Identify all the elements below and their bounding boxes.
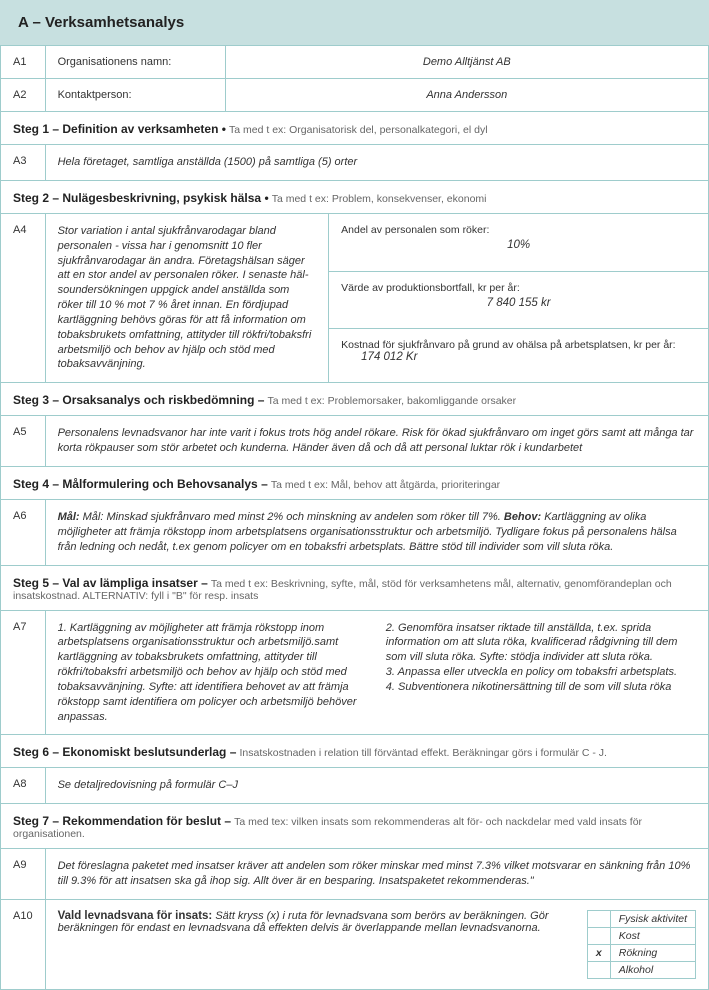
a7-col1: 1. Kartläggning av möjligheter att främj… [58, 621, 368, 725]
code-a4: A4 [1, 213, 46, 382]
step3-title: Steg 3 – Orsaksanalys och riskbedömning … [13, 393, 264, 407]
side1-label: Andel av personalen som röker: [341, 224, 696, 236]
code-a9: A9 [1, 849, 46, 900]
step1-header: Steg 1 – Definition av verksamheten • Ta… [1, 112, 709, 145]
chk-row-1: Fysisk aktivitet [587, 910, 695, 927]
form-table: A1 Organisationens namn: Demo Alltjänst … [0, 45, 709, 990]
step6-header: Steg 6 – Ekonomiskt beslutsunderlag – In… [1, 735, 709, 768]
text-a8: Se detaljredovisning på formulär C–J [45, 768, 708, 804]
text-a4: Stor variation i antal sjukfrånvarodagar… [45, 213, 329, 382]
row-a1: A1 Organisationens namn: Demo Alltjänst … [1, 46, 709, 79]
step2-header: Steg 2 – Nulägesbeskrivning, psykisk häl… [1, 180, 709, 213]
chk-row-2: Kost [587, 927, 695, 944]
a7-col2-a: 2. Genomföra insatser riktade till anstä… [386, 621, 696, 666]
value-a2: Anna Andersson [225, 79, 708, 112]
step5-title: Steg 5 – Val av lämpliga insatser – [13, 576, 208, 590]
code-a2: A2 [1, 79, 46, 112]
chk-box-4[interactable] [587, 961, 610, 978]
a10-lead: Vald levnadsvana för insats: [58, 910, 213, 922]
step1-title: Steg 1 – Definition av verksamheten • [13, 122, 226, 136]
a6-mal-label: Mål: [58, 511, 80, 523]
side1-value: 10% [341, 239, 696, 251]
value-a1: Demo Alltjänst AB [225, 46, 708, 79]
code-a1: A1 [1, 46, 46, 79]
side1-cell: Andel av personalen som röker: 10% [329, 213, 709, 271]
row-a7: A7 1. Kartläggning av möjligheter att fr… [1, 610, 709, 735]
step2-title: Steg 2 – Nulägesbeskrivning, psykisk häl… [13, 191, 269, 205]
row-a9: A9 Det föreslagna paketet med insatser k… [1, 849, 709, 900]
step5-header: Steg 5 – Val av lämpliga insatser – Ta m… [1, 565, 709, 610]
a6-mal-text: Mål: Minskad sjukfrånvaro med minst 2% o… [83, 511, 501, 523]
code-a8: A8 [1, 768, 46, 804]
row-a2: A2 Kontaktperson: Anna Andersson [1, 79, 709, 112]
header-title: A – Verksamhetsanalys [18, 14, 184, 31]
text-a5: Personalens levnadsvanor har inte varit … [45, 416, 708, 467]
chk-box-3[interactable]: x [587, 944, 610, 961]
chk-box-1[interactable] [587, 910, 610, 927]
step6-title: Steg 6 – Ekonomiskt beslutsunderlag – [13, 745, 236, 759]
row-a10: A10 Vald levnadsvana för insats: Sätt kr… [1, 899, 709, 989]
chk-row-3: x Rökning [587, 944, 695, 961]
side3-value: 174 012 Kr [361, 351, 417, 363]
a7-col2-c: 4. Subventionera nikotinersättning till … [386, 680, 696, 695]
text-a6: Mål: Mål: Minskad sjukfrånvaro med minst… [45, 499, 708, 565]
step1-hint: Ta med t ex: Organisatorisk del, persona… [229, 124, 488, 136]
text-a9: Det föreslagna paketet med insatser kräv… [45, 849, 708, 900]
checkbox-table: Fysisk aktivitet Kost x Rökning Alkohol [587, 910, 696, 979]
step7-title: Steg 7 – Rekommendation för beslut – [13, 814, 231, 828]
section-header: A – Verksamhetsanalys [0, 0, 709, 45]
row-a5: A5 Personalens levnadsvanor har inte var… [1, 416, 709, 467]
step3-hint: Ta med t ex: Problemorsaker, bakomliggan… [268, 395, 517, 407]
side3-cell: Kostnad för sjukfrånvaro på grund av ohä… [329, 329, 709, 383]
label-a2: Kontaktperson: [45, 79, 225, 112]
step4-header: Steg 4 – Målformulering och Behovsanalys… [1, 466, 709, 499]
a10-cell: Vald levnadsvana för insats: Sätt kryss … [45, 899, 708, 989]
chk-label-3: Rökning [610, 944, 695, 961]
step6-hint: Insatskostnaden i relation till förvänta… [239, 747, 606, 759]
text-a7: 1. Kartläggning av möjligheter att främj… [45, 610, 708, 735]
step3-header: Steg 3 – Orsaksanalys och riskbedömning … [1, 383, 709, 416]
chk-label-2: Kost [610, 927, 695, 944]
label-a1: Organisationens namn: [45, 46, 225, 79]
chk-box-2[interactable] [587, 927, 610, 944]
code-a10: A10 [1, 899, 46, 989]
side2-cell: Värde av produktionsbortfall, kr per år:… [329, 271, 709, 329]
row-a6: A6 Mål: Mål: Minskad sjukfrånvaro med mi… [1, 499, 709, 565]
row-a3: A3 Hela företaget, samtliga anställda (1… [1, 145, 709, 181]
code-a3: A3 [1, 145, 46, 181]
chk-label-4: Alkohol [610, 961, 695, 978]
step7-header: Steg 7 – Rekommendation för beslut – Ta … [1, 804, 709, 849]
code-a7: A7 [1, 610, 46, 735]
row-a8: A8 Se detaljredovisning på formulär C–J [1, 768, 709, 804]
side3-label: Kostnad för sjukfrånvaro på grund av ohä… [341, 339, 675, 351]
side2-label: Värde av produktionsbortfall, kr per år: [341, 282, 696, 294]
step4-title: Steg 4 – Målformulering och Behovsanalys… [13, 477, 268, 491]
side2-value: 7 840 155 kr [341, 297, 696, 309]
code-a6: A6 [1, 499, 46, 565]
chk-label-1: Fysisk aktivitet [610, 910, 695, 927]
step2-hint: Ta med t ex: Problem, konsekvenser, ekon… [272, 193, 487, 205]
code-a5: A5 [1, 416, 46, 467]
chk-row-4: Alkohol [587, 961, 695, 978]
a7-col2: 2. Genomföra insatser riktade till anstä… [386, 621, 696, 725]
row-a4-r1: A4 Stor variation i antal sjukfrånvaroda… [1, 213, 709, 271]
a7-col2-b: 3. Anpassa eller utveckla en policy om t… [386, 665, 696, 680]
text-a3: Hela företaget, samtliga anställda (1500… [45, 145, 708, 181]
step4-hint: Ta med t ex: Mål, behov att åtgärda, pri… [271, 479, 500, 491]
a6-behov-label: Behov: [504, 511, 541, 523]
